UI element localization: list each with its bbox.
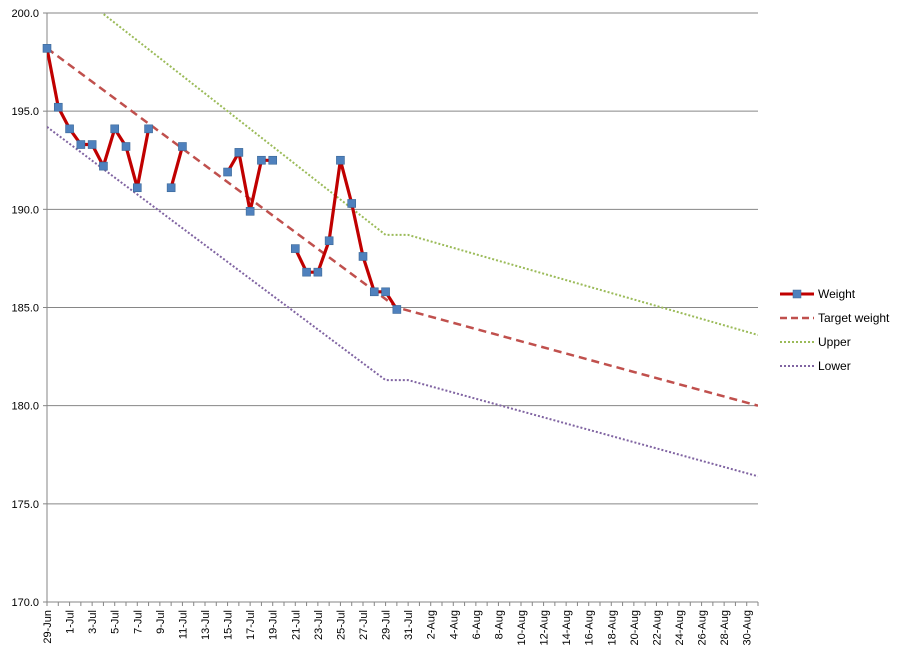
x-tick-label: 5-Jul (110, 610, 122, 634)
x-tick-label: 7-Jul (132, 610, 144, 634)
weight-markers (42, 44, 402, 314)
y-tick-label: 190.0 (11, 204, 39, 216)
legend-swatch-weight (780, 289, 814, 299)
x-tick-label: 18-Aug (606, 610, 618, 645)
weight-point (290, 244, 300, 253)
x-tick-label: 25-Jul (335, 610, 347, 640)
x-tick-label: 14-Aug (561, 610, 573, 645)
weight-point (358, 252, 368, 261)
weight-point (121, 142, 131, 151)
x-tick-label: 6-Aug (471, 610, 483, 639)
x-tick-label: 15-Jul (223, 610, 235, 640)
weight-point (42, 44, 52, 53)
legend-item-lower: Lower (778, 354, 897, 378)
weight-point (166, 183, 176, 193)
x-tick-label: 1-Jul (65, 610, 77, 634)
weight-point (268, 155, 278, 165)
x-tick-label: 26-Aug (697, 610, 709, 645)
weight-point (347, 199, 357, 208)
series-line-weight (226, 150, 273, 213)
x-tick-label: 19-Jul (268, 610, 280, 640)
legend-item-upper: Upper (778, 330, 897, 354)
x-tick-label: 2-Aug (426, 610, 438, 639)
weight-point (132, 183, 142, 193)
series-line-weight (169, 146, 184, 189)
weight-point (223, 167, 232, 177)
x-tick-label: 12-Aug (539, 610, 551, 645)
weight-point (53, 102, 63, 112)
series-line-weight (293, 158, 399, 311)
x-tick-label: 4-Aug (448, 610, 460, 639)
weight-point (99, 161, 108, 171)
x-tick-label: 23-Jul (313, 610, 325, 640)
legend-swatch-target-weight (780, 316, 814, 320)
legend: Weight Target weight Upper Lower (778, 282, 897, 378)
grid-lines (43, 12, 758, 603)
x-tick-label: 10-Aug (516, 610, 528, 645)
weight-point (245, 206, 255, 216)
series-line-upper (100, 13, 758, 336)
weight-point (392, 305, 402, 314)
legend-swatch-lower (780, 365, 814, 367)
weight-point (302, 267, 311, 277)
x-tick-label: 24-Aug (674, 610, 686, 645)
series-line-weight (47, 47, 151, 190)
x-tick-label: 13-Jul (200, 610, 212, 640)
x-tick-label: 27-Jul (358, 610, 370, 640)
weight-point (313, 267, 323, 277)
legend-label-weight: Weight (818, 287, 856, 301)
legend-item-weight: Weight (778, 282, 897, 306)
axes (46, 13, 758, 603)
y-tick-label: 180.0 (11, 401, 39, 413)
y-tick-label: 175.0 (11, 499, 39, 511)
x-tick-label: 16-Aug (584, 610, 596, 645)
y-tick-label: 185.0 (11, 303, 39, 315)
weight-point (369, 287, 379, 297)
weight-point (110, 124, 120, 134)
series-lines (47, 13, 758, 478)
x-tick-label: 29-Jun (42, 610, 54, 644)
x-tick-label: 29-Jul (381, 610, 393, 640)
weight-point (336, 155, 345, 165)
y-tick-label: 170.0 (11, 597, 39, 609)
x-tick-label: 31-Jul (403, 610, 415, 640)
y-tick-label: 200.0 (11, 8, 39, 20)
series-line-target-weight (47, 47, 758, 407)
x-tick-label: 9-Jul (155, 610, 167, 634)
legend-label-upper: Upper (818, 335, 851, 349)
series-line-lower (47, 126, 758, 478)
legend-label-target-weight: Target weight (818, 311, 890, 325)
weight-point (65, 124, 74, 134)
weight-point (144, 124, 153, 134)
legend-label-lower: Lower (818, 359, 851, 373)
x-tick-labels: 29-Jun 1-Jul 3-Jul 5-Jul 7-Jul 9-Jul 11-Jul 13-… (42, 602, 759, 645)
y-tick-label: 195.0 (11, 106, 39, 118)
y-tick-labels: 170.0 175.0 180.0 185.0 190.0 195.0 200.0 (11, 8, 39, 609)
x-tick-label: 20-Aug (629, 610, 641, 645)
weight-point (76, 140, 86, 149)
legend-item-target-weight: Target weight (778, 306, 897, 330)
legend-swatch-upper (780, 341, 814, 343)
x-tick-label: 22-Aug (651, 610, 663, 645)
x-tick-label: 21-Jul (290, 610, 302, 640)
x-tick-label: 28-Aug (719, 610, 731, 645)
weight-point (87, 140, 97, 149)
x-tick-label: 11-Jul (177, 610, 189, 639)
x-tick-label: 8-Aug (493, 610, 505, 639)
x-tick-label: 30-Aug (742, 610, 754, 645)
weight-point (324, 236, 334, 246)
x-tick-label: 3-Jul (87, 610, 99, 634)
weight-point (234, 148, 244, 157)
weight-point (178, 142, 187, 151)
weight-point (381, 287, 390, 297)
x-tick-label: 17-Jul (245, 610, 257, 640)
weight-point (257, 155, 266, 165)
